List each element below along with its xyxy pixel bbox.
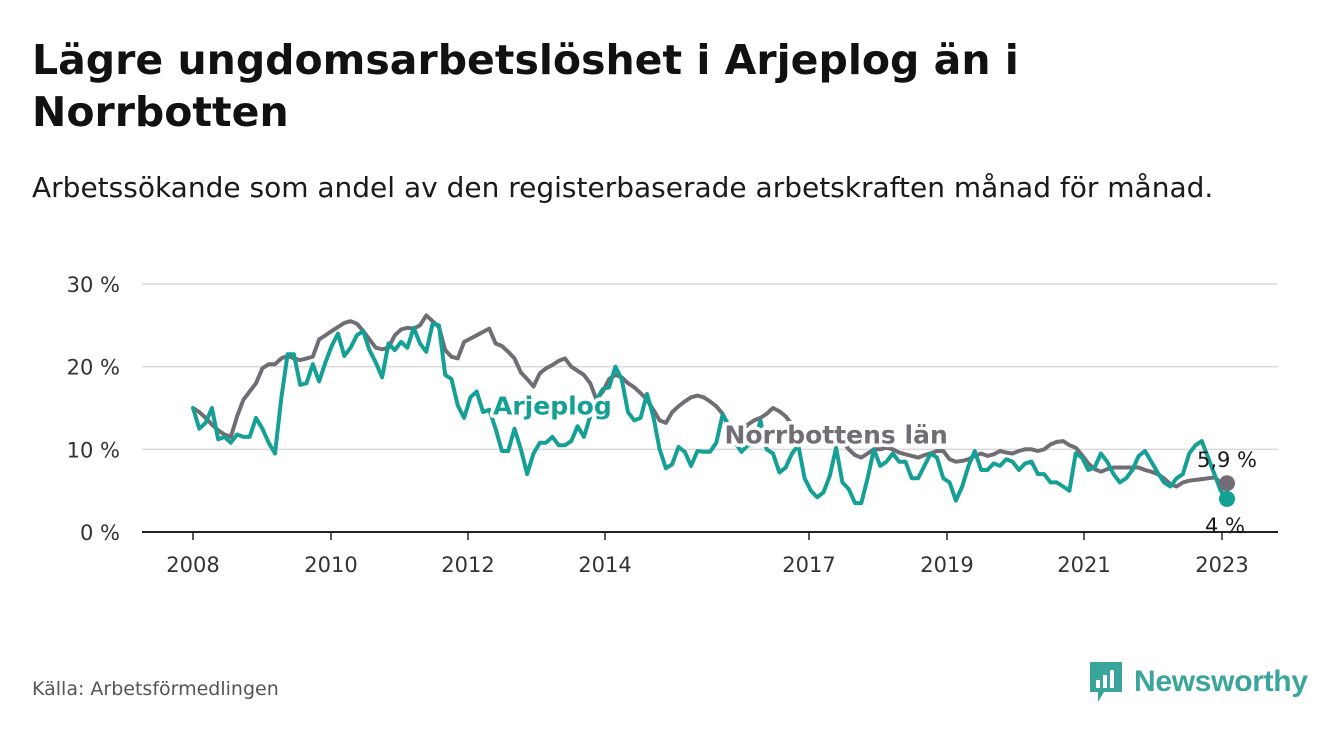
x-tick-label: 2010 xyxy=(304,553,357,577)
x-tick-label: 2017 xyxy=(782,553,835,577)
x-tick-label: 2014 xyxy=(578,553,631,577)
x-tick-label: 2023 xyxy=(1195,553,1248,577)
norrbotten-end-label: 5,9 % xyxy=(1197,448,1257,472)
series-lines xyxy=(191,313,1229,506)
line-chart: 0 % 10 % 20 % 30 % 2008 2010 2012 2014 2017 2019 2… xyxy=(67,273,1278,577)
chart-title: Lägre ungdomsarbetslöshet i Arjeplog än … xyxy=(32,36,1019,136)
axes: 0 % 10 % 20 % 30 % 2008 2010 2012 2014 2017 2019 2… xyxy=(67,273,1278,577)
chart-subtitle: Arbetssökande som andel av den registerb… xyxy=(32,171,1214,204)
norrbotten-end-point xyxy=(1219,475,1235,492)
newsworthy-logo-icon xyxy=(1090,662,1122,702)
y-tick-label: 10 % xyxy=(67,438,120,462)
norrbotten-series-label: Norrbottens län xyxy=(724,421,947,450)
arjeplog-end-point xyxy=(1219,490,1235,507)
y-tick-label: 20 % xyxy=(67,356,120,380)
chart-labels: 5,9 % 4 % Arjeplog Norrbottens län xyxy=(490,388,1258,538)
brand-name: Newsworthy xyxy=(1134,665,1308,698)
x-tick-label: 2008 xyxy=(166,553,219,577)
x-tick-label: 2012 xyxy=(441,553,494,577)
y-tick-label: 30 % xyxy=(67,273,120,297)
norrbotten-line xyxy=(191,313,1229,489)
x-tick-label: 2019 xyxy=(920,553,973,577)
arjeplog-end-label: 4 % xyxy=(1205,514,1245,538)
arjeplog-series-label: Arjeplog xyxy=(493,392,612,421)
brand-logo[interactable]: Newsworthy xyxy=(1088,660,1308,704)
x-tick-label: 2021 xyxy=(1057,553,1110,577)
y-tick-label: 0 % xyxy=(80,521,120,545)
source-note: Källa: Arbetsförmedlingen xyxy=(32,678,279,700)
arjeplog-line xyxy=(191,321,1229,506)
